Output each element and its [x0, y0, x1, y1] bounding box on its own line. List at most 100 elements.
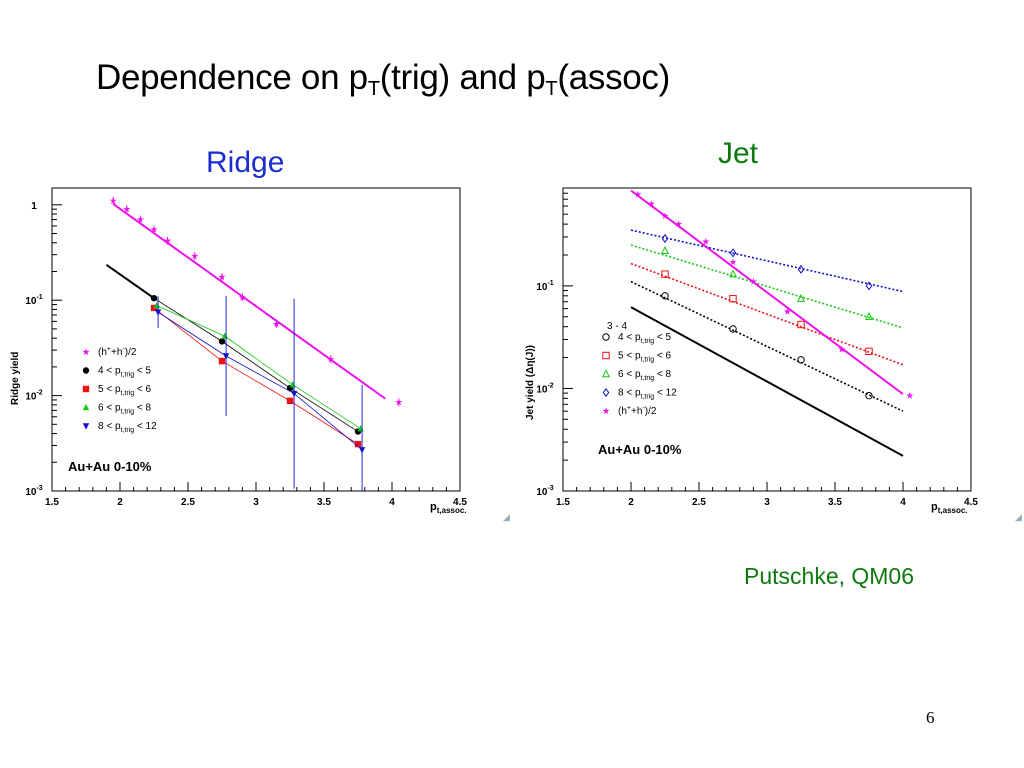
- data-point: [797, 320, 805, 329]
- data-point: [661, 233, 669, 243]
- legend-subscript: t,trig: [641, 357, 655, 364]
- legend-text-part: < 6: [134, 384, 151, 395]
- x-axis-ticks: [51, 482, 461, 491]
- x-tick-label: 2.5: [181, 497, 195, 508]
- legend-entry-0: 4 < pt,trig < 5: [618, 332, 672, 345]
- legend: (h++h-)/24 < pt,trig < 55 < pt,trig < 66…: [82, 346, 157, 434]
- data-point: [661, 270, 669, 278]
- x-axis-title-base: p: [931, 501, 938, 513]
- plot-frame: [562, 187, 972, 492]
- legend-subscript: t,trig: [121, 390, 135, 397]
- fit-line: [630, 189, 904, 395]
- x-tick-label: 3: [253, 497, 259, 508]
- fit-line: [630, 306, 904, 457]
- data-point: [660, 245, 670, 254]
- plot-area: [105, 196, 403, 491]
- y-tick-base: 1: [31, 201, 37, 212]
- y-axis-ticks: [52, 204, 62, 492]
- data-point: [864, 311, 874, 320]
- y-tick-exponent: -3: [547, 485, 553, 492]
- series-2: [630, 244, 904, 329]
- data-point: [154, 309, 162, 316]
- data-point: [163, 236, 172, 244]
- data-point: [838, 345, 846, 353]
- legend-marker: [82, 348, 90, 356]
- resize-handle-icon: ◢: [503, 513, 510, 523]
- legend-entry-1: 5 < pt,trig < 6: [618, 351, 672, 364]
- trig-range-label: 3 - 4: [607, 321, 627, 332]
- data-point: [191, 252, 199, 260]
- legend-marker: [82, 367, 90, 374]
- legend-subscript: t,trig: [641, 375, 655, 382]
- data-point: [109, 197, 117, 204]
- jet-heading: Jet: [718, 137, 759, 170]
- data-point: [218, 273, 226, 281]
- x-tick-label: 3.5: [317, 497, 331, 508]
- data-point: [749, 277, 758, 285]
- x-tick-label: 4: [389, 497, 395, 508]
- legend-text-part: (h: [618, 406, 627, 417]
- legend-text-part: 4 < p: [618, 332, 641, 343]
- data-point: [661, 212, 669, 220]
- legend-marker: [82, 423, 90, 430]
- collision-system-label: Au+Au 0-10%: [598, 442, 682, 457]
- legend-subscript: t,trig: [121, 409, 135, 416]
- connect-line: [153, 307, 359, 445]
- legend-marker: [601, 369, 611, 378]
- legend-text-part: < 8: [654, 369, 671, 380]
- x-axis-title: pt,assoc.: [430, 501, 467, 515]
- x-tick-label: 4.5: [964, 497, 978, 508]
- x-tick-label: 2.5: [692, 497, 706, 508]
- legend-entry-3: 8 < pt,trig < 12: [618, 388, 677, 401]
- legend-text-part: +h: [111, 347, 122, 358]
- legend-subscript: t,trig: [641, 394, 655, 401]
- legend-marker: [82, 385, 90, 393]
- legend-marker: [602, 351, 610, 360]
- y-tick-exponent: -1: [547, 280, 553, 287]
- title-subscript-1: T: [367, 78, 380, 100]
- plot-frame: [51, 187, 461, 492]
- y-tick-label: 10-3: [25, 485, 42, 498]
- data-point: [865, 281, 873, 291]
- y-axis-ticks: [563, 187, 573, 492]
- data-point: [647, 200, 656, 207]
- fit-line: [630, 229, 904, 293]
- legend-text-part: +h: [631, 406, 642, 417]
- y-tick-base: 10: [25, 296, 37, 307]
- y-tick-label: 10-1: [25, 294, 42, 307]
- x-tick-label: 4: [900, 497, 906, 508]
- x-tick-label: 2: [117, 497, 123, 508]
- data-point: [865, 391, 873, 400]
- series-0: [630, 280, 904, 412]
- legend-entry-4: (h++h-)/2: [618, 405, 657, 417]
- data-point: [906, 391, 914, 399]
- legend-subscript: t,trig: [121, 427, 135, 434]
- page-title: Dependence on pT(trig) and pT(assoc): [96, 58, 670, 101]
- legend-entry-1: 4 < pt,trig < 5: [98, 366, 152, 379]
- legend-text-part: 5 < p: [98, 384, 121, 395]
- legend-text-part: < 12: [654, 388, 677, 399]
- series-4: [630, 189, 914, 399]
- legend-entry-3: 6 < pt,trig < 8: [98, 403, 152, 416]
- title-subscript-2: T: [545, 78, 558, 100]
- y-tick-base: 10: [536, 384, 548, 395]
- x-axis-title-subscript: t,assoc.: [437, 506, 467, 515]
- x-axis-ticks: [562, 482, 972, 491]
- x-tick-label: 1.5: [556, 497, 570, 508]
- legend-text-part: < 8: [134, 403, 151, 414]
- data-point: [796, 293, 806, 302]
- data-point: [354, 440, 362, 448]
- series-4: [154, 296, 366, 491]
- data-point: [218, 357, 226, 365]
- y-axis-title: Ridge yield: [10, 352, 21, 405]
- series-3: [630, 229, 904, 293]
- data-point: [358, 447, 366, 454]
- legend-entry-0: (h++h-)/2: [98, 346, 137, 358]
- legend-text-part: 5 < p: [618, 351, 641, 362]
- data-point: [136, 215, 145, 223]
- data-point: [123, 205, 131, 213]
- plot-area: [630, 189, 914, 457]
- y-tick-label: 10-2: [25, 390, 42, 403]
- data-point: [702, 237, 710, 245]
